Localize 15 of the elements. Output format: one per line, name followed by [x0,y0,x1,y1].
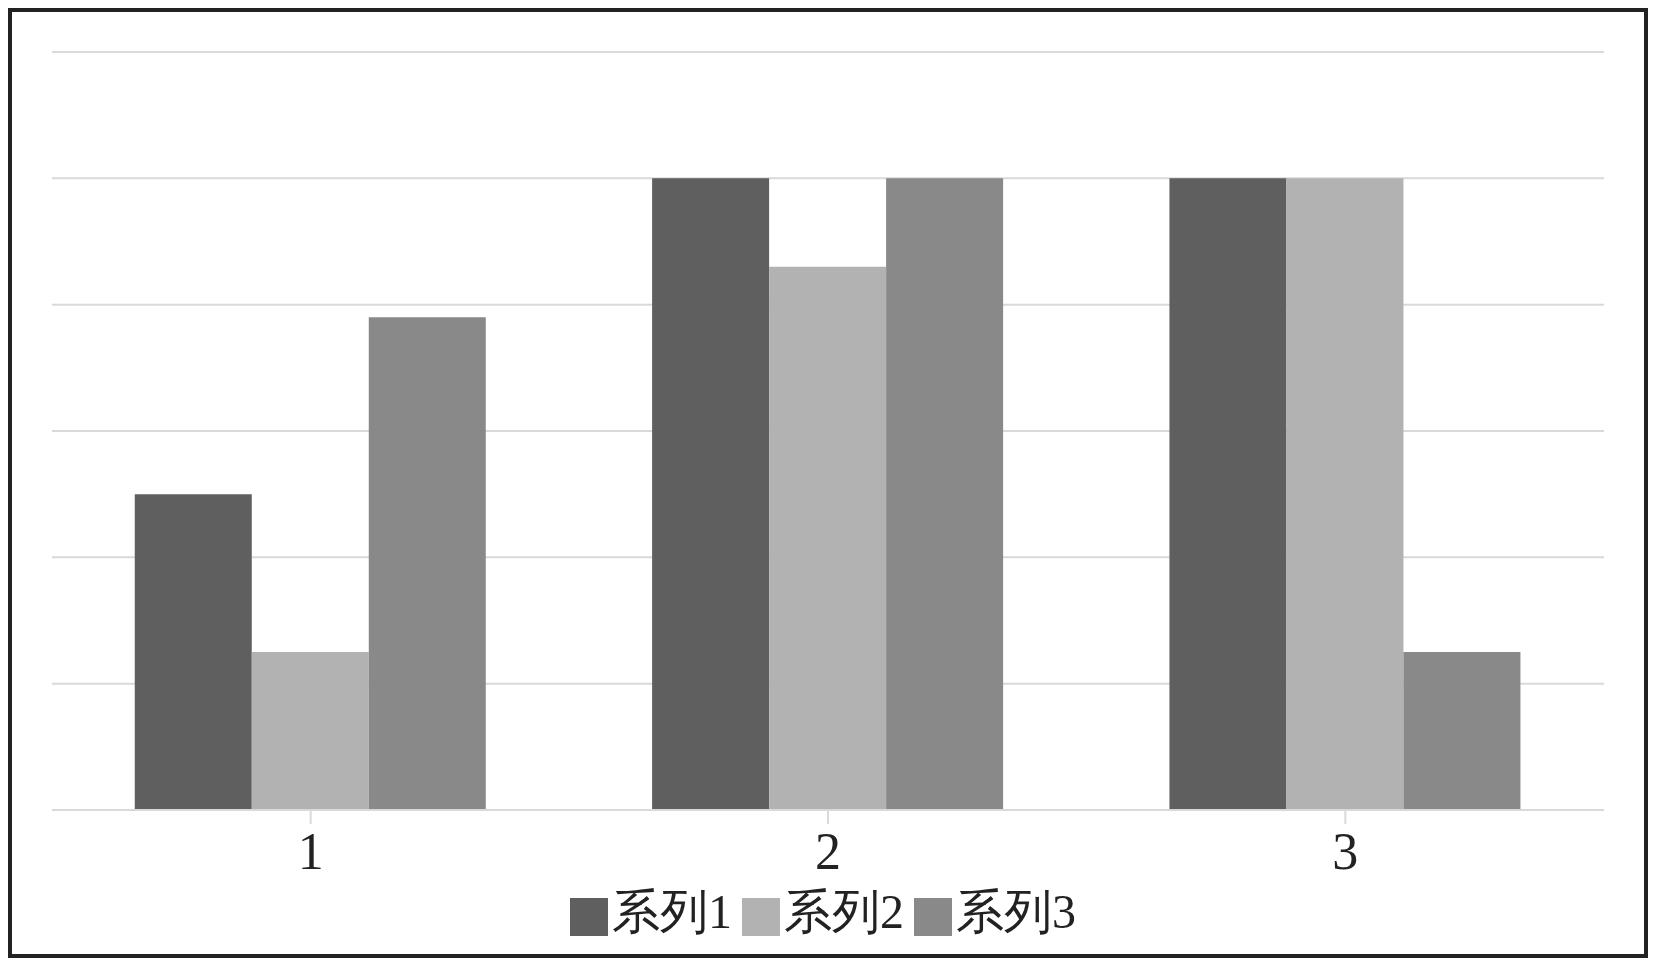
legend-label: 系列2 [784,885,904,938]
bar [769,266,887,810]
bar [1169,178,1287,810]
bar [1403,652,1521,810]
bar [251,652,369,810]
x-tick-label: 2 [815,822,841,880]
bar [134,494,252,810]
legend-label: 系列1 [612,885,732,938]
bar [652,178,770,810]
bar [886,178,1004,810]
bar [1286,178,1404,810]
bar [368,317,486,810]
x-tick-label: 1 [297,822,324,880]
x-tick-label: 3 [1332,822,1359,880]
legend-label: 系列3 [956,885,1076,938]
